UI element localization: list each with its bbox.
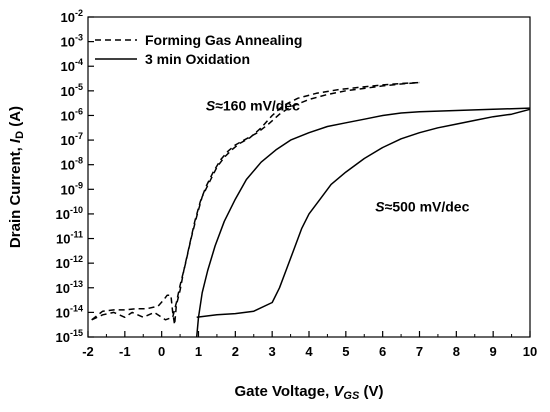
y-tick-label: 10-15 xyxy=(56,328,83,345)
y-tick-label: 10-12 xyxy=(56,254,83,271)
x-tick-label: 0 xyxy=(158,344,165,359)
y-tick-label: 10-10 xyxy=(56,205,83,222)
x-tick-label: 1 xyxy=(195,344,202,359)
forming-gas-curve-1 xyxy=(91,81,420,326)
x-tick-label: 2 xyxy=(232,344,239,359)
y-tick-label: 10-3 xyxy=(61,33,83,50)
y-tick-label: 10-6 xyxy=(61,106,83,123)
y-tick-label: 10-9 xyxy=(61,180,83,197)
y-tick-label: 10-5 xyxy=(61,82,83,99)
y-tick-label: 10-14 xyxy=(56,303,83,320)
annotation-s-160: S≈160 mV/dec xyxy=(206,98,300,114)
legend-label-forming-gas: Forming Gas Annealing xyxy=(145,32,302,48)
x-tick-label: 7 xyxy=(416,344,423,359)
x-axis-title: Gate Voltage, VGS (V) xyxy=(234,383,383,402)
y-tick-label: 10-4 xyxy=(61,57,83,74)
series-curves xyxy=(91,81,531,338)
axis-ticks: -2 -1 0 1 2 3 4 5 6 7 8 9 10 10-2 10-3 10-4 10-5 10-6 10-7… xyxy=(56,8,538,359)
x-tick-label: 5 xyxy=(342,344,349,359)
x-tick-label: 9 xyxy=(490,344,497,359)
y-tick-label: 10-2 xyxy=(61,8,83,25)
legend: Forming Gas Annealing 3 min Oxidation xyxy=(95,32,302,67)
x-tick-label: 8 xyxy=(453,344,460,359)
oxidation-curve-1 xyxy=(195,107,531,338)
y-tick-label: 10-8 xyxy=(61,156,83,173)
x-tick-label: 4 xyxy=(305,344,313,359)
x-tick-label: 6 xyxy=(379,344,386,359)
y-tick-label: 10-13 xyxy=(56,279,83,296)
forming-gas-curve-2 xyxy=(91,81,420,321)
annotation-s-500: S≈500 mV/dec xyxy=(375,198,469,214)
y-axis-title: Drain Current, ID (A) xyxy=(7,106,26,248)
x-tick-label: 3 xyxy=(269,344,276,359)
x-tick-label: -1 xyxy=(119,344,131,359)
oxidation-curve-2 xyxy=(196,108,531,319)
y-tick-label: 10-11 xyxy=(56,230,83,247)
x-tick-label: 10 xyxy=(523,344,537,359)
x-tick-label: -2 xyxy=(82,344,94,359)
y-tick-label: 10-7 xyxy=(61,131,83,148)
legend-label-oxidation: 3 min Oxidation xyxy=(145,51,250,67)
